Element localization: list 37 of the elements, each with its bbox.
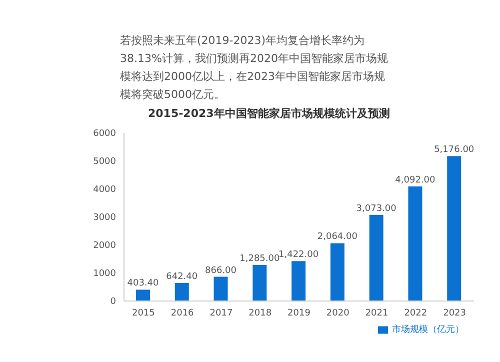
text: 5,176.00: [434, 145, 474, 156]
text: 1,422.00: [278, 250, 319, 260]
y-tick-label: 6000: [93, 129, 116, 140]
text: 642.40: [166, 272, 198, 282]
x-tick-label: 2015: [132, 308, 155, 318]
x-tick-label: 2022: [404, 308, 428, 318]
bar: [292, 261, 306, 301]
y-tick-label: 0: [110, 297, 116, 308]
text: 4,092.00: [395, 175, 436, 186]
bar: [174, 283, 189, 301]
y-tick-label: 2000: [93, 241, 116, 252]
bar: [408, 186, 422, 301]
x-tick-label: 2021: [365, 308, 388, 318]
text: 1,285.00: [240, 254, 280, 264]
y-tick-label: 5000: [93, 157, 116, 168]
bar: [369, 214, 384, 301]
text: 866.00: [205, 266, 237, 276]
x-tick-label: 2019: [288, 308, 311, 318]
y-tick-label: 3000: [93, 213, 116, 224]
text: 403.40: [127, 278, 159, 289]
bar: [136, 290, 150, 301]
text: 若按照未来五年(2019-2023)年均复合增长率约为38.13%计算，我们预测再2020年中国智能家居市场规模将达到2000亿以上，在2023年中国智能家居市场规模将突破5000亿元。: [120, 33, 388, 103]
text: 2,064.00: [317, 232, 358, 242]
chart-title: 2015-2023年中国智能家居市场规模统计及预测: [148, 106, 391, 121]
bar: [447, 156, 462, 301]
x-tick-label: 2018: [248, 308, 272, 318]
bar: [330, 243, 344, 301]
bar: [252, 265, 267, 301]
y-tick-label: 1000: [93, 269, 116, 280]
x-tick-label: 2020: [326, 308, 350, 318]
bar: [214, 276, 228, 301]
x-tick-label: 2023: [443, 308, 466, 318]
x-tick-label: 2017: [210, 308, 233, 318]
text: 3,073.00: [356, 204, 396, 214]
legend-label: 市场规模（亿元）: [392, 325, 464, 335]
x-tick-label: 2016: [170, 308, 194, 318]
y-tick-label: 4000: [93, 185, 116, 196]
